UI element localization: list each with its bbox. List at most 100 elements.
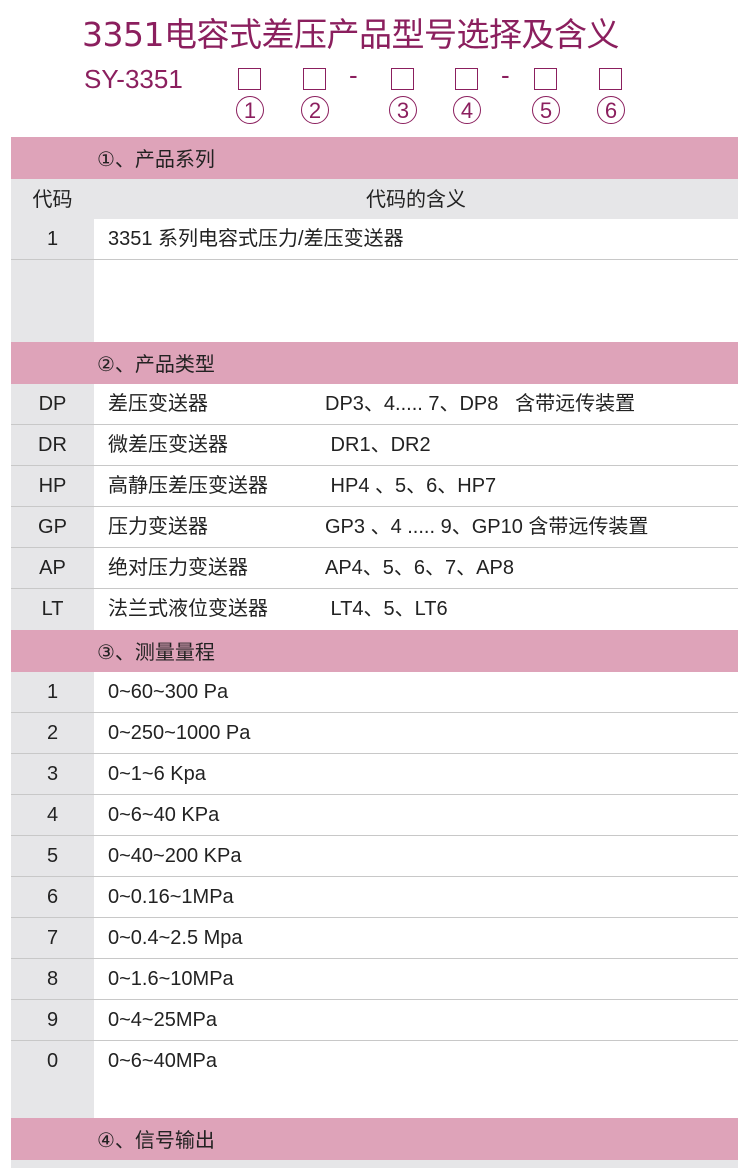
- row-meaning: 差压变送器 DP3、4..... 7、DP8 含带远传装置: [94, 384, 738, 424]
- row-code: DP: [11, 384, 94, 424]
- row-code: 3: [11, 754, 94, 794]
- row-description: 0~0.16~1MPa: [108, 886, 234, 908]
- model-slot-5: [534, 68, 557, 90]
- row-description: 压力变送器: [108, 516, 208, 538]
- position-number: 5: [532, 96, 560, 124]
- row-description: 0~1.6~10MPa: [108, 968, 234, 990]
- row-spec: DP3、4..... 7、DP8 含带远传装置: [325, 393, 636, 415]
- table-row: 8 0~1.6~10MPa: [11, 959, 738, 1000]
- row-description: 0~0.4~2.5 Mpa: [108, 927, 243, 949]
- row-description: 0~4~25MPa: [108, 1009, 217, 1031]
- model-slot-1: [238, 68, 261, 90]
- row-description: 微差压变送器: [108, 434, 228, 456]
- model-slot-6: [599, 68, 622, 90]
- row-meaning: 0~6~40MPa: [94, 1041, 738, 1082]
- empty-code: [11, 1082, 94, 1118]
- row-meaning: 0~1.6~10MPa: [94, 959, 738, 999]
- table-row: 2 0~250~1000 Pa: [11, 713, 738, 754]
- column-header-row: 代码 代码的含义: [11, 179, 738, 219]
- position-number: 2: [301, 96, 329, 124]
- section-header: ②、产品类型: [11, 342, 738, 384]
- row-description: 0~6~40MPa: [108, 1050, 217, 1072]
- empty-row: [11, 260, 738, 342]
- section-header: ③、测量量程: [11, 630, 738, 672]
- row-meaning: 3351 系列电容式压力/差压变送器: [94, 219, 738, 259]
- table-row: LT 法兰式液位变送器 LT4、5、LT6: [11, 589, 738, 630]
- table-row: 7 0~0.4~2.5 Mpa: [11, 918, 738, 959]
- row-code: 4: [11, 795, 94, 835]
- table-row: DR 微差压变送器 DR1、DR2: [11, 425, 738, 466]
- row-spec: AP4、5、6、7、AP8: [325, 557, 514, 579]
- table-row: 9 0~4~25MPa: [11, 1000, 738, 1041]
- table-row: 3 0~1~6 Kpa: [11, 754, 738, 795]
- row-meaning: 高静压差压变送器 HP4 、5、6、HP7: [94, 466, 738, 506]
- section-header: ④、信号输出: [11, 1118, 738, 1160]
- table-continuation: [11, 1160, 738, 1168]
- row-description: 法兰式液位变送器: [108, 598, 268, 620]
- row-description: 0~250~1000 Pa: [108, 722, 251, 744]
- row-code: 0: [11, 1041, 94, 1082]
- model-dash: -: [501, 60, 510, 90]
- section-header: ①、产品系列: [11, 137, 738, 179]
- row-description: 0~60~300 Pa: [108, 681, 229, 703]
- row-meaning: 微差压变送器 DR1、DR2: [94, 425, 738, 465]
- table-row: 1 3351 系列电容式压力/差压变送器: [11, 219, 738, 260]
- model-slot-3: [391, 68, 414, 90]
- row-code: DR: [11, 425, 94, 465]
- row-description: 0~40~200 KPa: [108, 845, 242, 867]
- row-description: 0~6~40 KPa: [108, 804, 220, 826]
- row-description: 绝对压力变送器: [108, 557, 248, 579]
- position-number: 1: [236, 96, 264, 124]
- row-meaning: 0~0.16~1MPa: [94, 877, 738, 917]
- table-row: AP 绝对压力变送器 AP4、5、6、7、AP8: [11, 548, 738, 589]
- row-code: 5: [11, 836, 94, 876]
- empty-value: [94, 260, 738, 342]
- row-spec: GP3 、4 ..... 9、GP10 含带远传装置: [325, 516, 649, 538]
- row-meaning: 0~0.4~2.5 Mpa: [94, 918, 738, 958]
- position-number: 3: [389, 96, 417, 124]
- row-code: 8: [11, 959, 94, 999]
- row-description: 3351 系列电容式压力/差压变送器: [108, 228, 404, 250]
- row-description: 高静压差压变送器: [108, 475, 268, 497]
- row-meaning: 0~1~6 Kpa: [94, 754, 738, 794]
- row-meaning: 绝对压力变送器 AP4、5、6、7、AP8: [94, 548, 738, 588]
- model-selection-table: ①、产品系列 代码 代码的含义 1 3351 系列电容式压力/差压变送器 ②、产品类型 DP…: [11, 137, 738, 1168]
- table-row: 4 0~6~40 KPa: [11, 795, 738, 836]
- row-spec: HP4 、5、6、HP7: [325, 475, 497, 497]
- table-row: 5 0~40~200 KPa: [11, 836, 738, 877]
- row-code: 1: [11, 219, 94, 259]
- row-code: 7: [11, 918, 94, 958]
- row-code: 1: [11, 672, 94, 712]
- column-header-code: 代码: [11, 179, 94, 219]
- table-row: 1 0~60~300 Pa: [11, 672, 738, 713]
- table-row: GP 压力变送器 GP3 、4 ..... 9、GP10 含带远传装置: [11, 507, 738, 548]
- row-description: 差压变送器: [108, 393, 208, 415]
- row-code: 9: [11, 1000, 94, 1040]
- row-code: AP: [11, 548, 94, 588]
- table-row: 0 0~6~40MPa: [11, 1041, 738, 1082]
- row-spec: LT4、5、LT6: [325, 598, 448, 620]
- row-code: LT: [11, 589, 94, 630]
- row-spec: DR1、DR2: [325, 434, 431, 456]
- empty-value: [94, 1082, 738, 1118]
- row-meaning: 0~40~200 KPa: [94, 836, 738, 876]
- row-meaning: 0~250~1000 Pa: [94, 713, 738, 753]
- row-meaning: 法兰式液位变送器 LT4、5、LT6: [94, 589, 738, 630]
- model-dash: -: [349, 60, 358, 90]
- table-row: 6 0~0.16~1MPa: [11, 877, 738, 918]
- row-code: HP: [11, 466, 94, 506]
- page-title: 3351电容式差压产品型号选择及含义: [82, 15, 619, 54]
- column-header-meaning: 代码的含义: [94, 179, 738, 219]
- empty-code: [11, 260, 94, 342]
- row-code: GP: [11, 507, 94, 547]
- position-number: 4: [453, 96, 481, 124]
- position-number: 6: [597, 96, 625, 124]
- row-meaning: 0~6~40 KPa: [94, 795, 738, 835]
- model-slot-2: [303, 68, 326, 90]
- model-slot-4: [455, 68, 478, 90]
- row-meaning: 0~4~25MPa: [94, 1000, 738, 1040]
- model-prefix: SY-3351: [84, 64, 183, 94]
- table-row: HP 高静压差压变送器 HP4 、5、6、HP7: [11, 466, 738, 507]
- row-code: 2: [11, 713, 94, 753]
- row-meaning: 0~60~300 Pa: [94, 672, 738, 712]
